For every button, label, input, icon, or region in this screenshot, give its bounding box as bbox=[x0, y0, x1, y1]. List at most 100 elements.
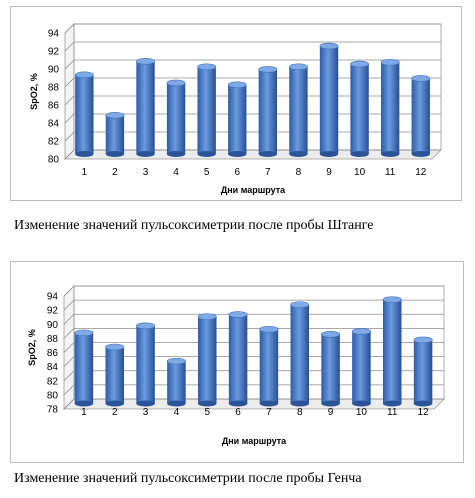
bar bbox=[290, 301, 310, 407]
x-tick-label: 7 bbox=[265, 167, 271, 178]
x-tick-label: 10 bbox=[356, 407, 368, 418]
bar-body bbox=[228, 314, 248, 404]
bar-body bbox=[167, 361, 186, 404]
x-tick-label: 2 bbox=[112, 167, 118, 178]
bar bbox=[227, 81, 247, 158]
bar-top bbox=[74, 329, 94, 337]
bar-base bbox=[413, 400, 433, 407]
bar-base bbox=[321, 400, 340, 407]
y-tick-label: 80 bbox=[48, 155, 60, 166]
bar bbox=[228, 311, 248, 407]
y-tick-label: 90 bbox=[47, 320, 59, 331]
bar-top bbox=[166, 357, 186, 365]
bar-base bbox=[381, 151, 400, 158]
bar-body bbox=[381, 62, 400, 155]
x-tick-label: 4 bbox=[173, 167, 179, 178]
bar bbox=[380, 58, 400, 158]
bar-base bbox=[228, 400, 248, 407]
bar bbox=[413, 336, 433, 407]
x-tick-label: 6 bbox=[234, 167, 240, 178]
x-tick-label: 3 bbox=[143, 167, 149, 178]
y-tick-label: 82 bbox=[48, 137, 60, 148]
bar-top bbox=[258, 66, 278, 73]
bar-top bbox=[227, 81, 247, 89]
bar-body bbox=[258, 69, 278, 155]
bar-base bbox=[352, 400, 371, 407]
bar bbox=[136, 322, 156, 407]
y-tick-label: 88 bbox=[48, 83, 60, 94]
bar bbox=[74, 71, 94, 158]
bar-top bbox=[105, 112, 125, 119]
bar-body bbox=[321, 334, 340, 404]
gridline-side bbox=[64, 59, 75, 70]
gridline-side bbox=[63, 328, 75, 339]
x-tick-label: 1 bbox=[81, 407, 87, 418]
bar-base bbox=[228, 151, 247, 158]
bar-body bbox=[352, 331, 371, 404]
bar-top bbox=[382, 296, 402, 303]
gridline-side bbox=[63, 370, 75, 382]
bar-base bbox=[166, 151, 186, 158]
x-tick-label: 9 bbox=[326, 167, 332, 178]
bar-body bbox=[136, 61, 155, 155]
bar-body bbox=[105, 115, 125, 155]
bar bbox=[136, 58, 155, 158]
bar bbox=[321, 330, 341, 407]
x-tick-label: 2 bbox=[112, 407, 118, 418]
x-tick-label: 1 bbox=[82, 167, 88, 178]
bar-base bbox=[350, 151, 369, 158]
y-tick-label: 78 bbox=[47, 405, 59, 416]
y-tick-label: 92 bbox=[47, 306, 59, 317]
bar bbox=[411, 75, 431, 158]
bar bbox=[288, 63, 308, 158]
x-tick-label: 4 bbox=[174, 407, 180, 418]
bar-base bbox=[411, 151, 430, 158]
chart-panel-gencha: 78 80 82 84 86 88 90 92 94 1 2 3 4 5 6 7 8 9 10 11 12 SpO2, %… bbox=[10, 261, 464, 463]
gridline-side bbox=[64, 23, 75, 34]
y-tick-label: 82 bbox=[47, 376, 59, 387]
x-tick-label: 7 bbox=[266, 407, 272, 418]
bar bbox=[105, 343, 125, 407]
bar bbox=[74, 329, 94, 407]
y-tick-label: 84 bbox=[48, 119, 60, 130]
gridline-side bbox=[64, 131, 75, 142]
y-tick-label: 92 bbox=[48, 47, 60, 58]
bar bbox=[197, 313, 217, 407]
bar-top bbox=[166, 79, 186, 87]
y-tick-label: 90 bbox=[48, 65, 60, 76]
x-tick-label: 10 bbox=[354, 167, 366, 178]
bar-base bbox=[75, 151, 94, 158]
bar-top bbox=[380, 58, 400, 66]
bar-body bbox=[166, 82, 186, 155]
bar-base bbox=[136, 151, 155, 158]
gridline-side bbox=[63, 342, 75, 353]
bar-base bbox=[383, 400, 402, 407]
bar-body bbox=[290, 304, 309, 404]
bar-top bbox=[351, 328, 371, 335]
bar-top bbox=[197, 313, 217, 320]
bar-base bbox=[319, 151, 339, 158]
bar bbox=[105, 112, 125, 158]
gridline-side bbox=[63, 384, 75, 396]
x-tick-label: 5 bbox=[204, 407, 210, 418]
bar bbox=[166, 357, 186, 407]
x-tick-label: 12 bbox=[418, 407, 430, 418]
bar-body bbox=[136, 325, 155, 404]
bar-body bbox=[259, 329, 279, 404]
gridline-side bbox=[64, 149, 75, 160]
bar-top bbox=[413, 336, 433, 344]
bar-body bbox=[198, 316, 217, 404]
bar-top bbox=[259, 326, 279, 333]
chart-caption-shtange: Изменение значений пульсоксиметрии после… bbox=[14, 218, 374, 233]
bar bbox=[166, 79, 186, 158]
gridline-side bbox=[63, 285, 75, 297]
y-tick-label: 84 bbox=[47, 362, 59, 373]
bar-top bbox=[228, 311, 248, 318]
x-axis-title: Дни маршрута bbox=[222, 436, 287, 446]
bar-base bbox=[167, 400, 186, 407]
bar-base bbox=[198, 400, 217, 407]
bar-top bbox=[288, 63, 308, 71]
bar-top bbox=[136, 58, 155, 65]
bar-base bbox=[289, 151, 308, 158]
